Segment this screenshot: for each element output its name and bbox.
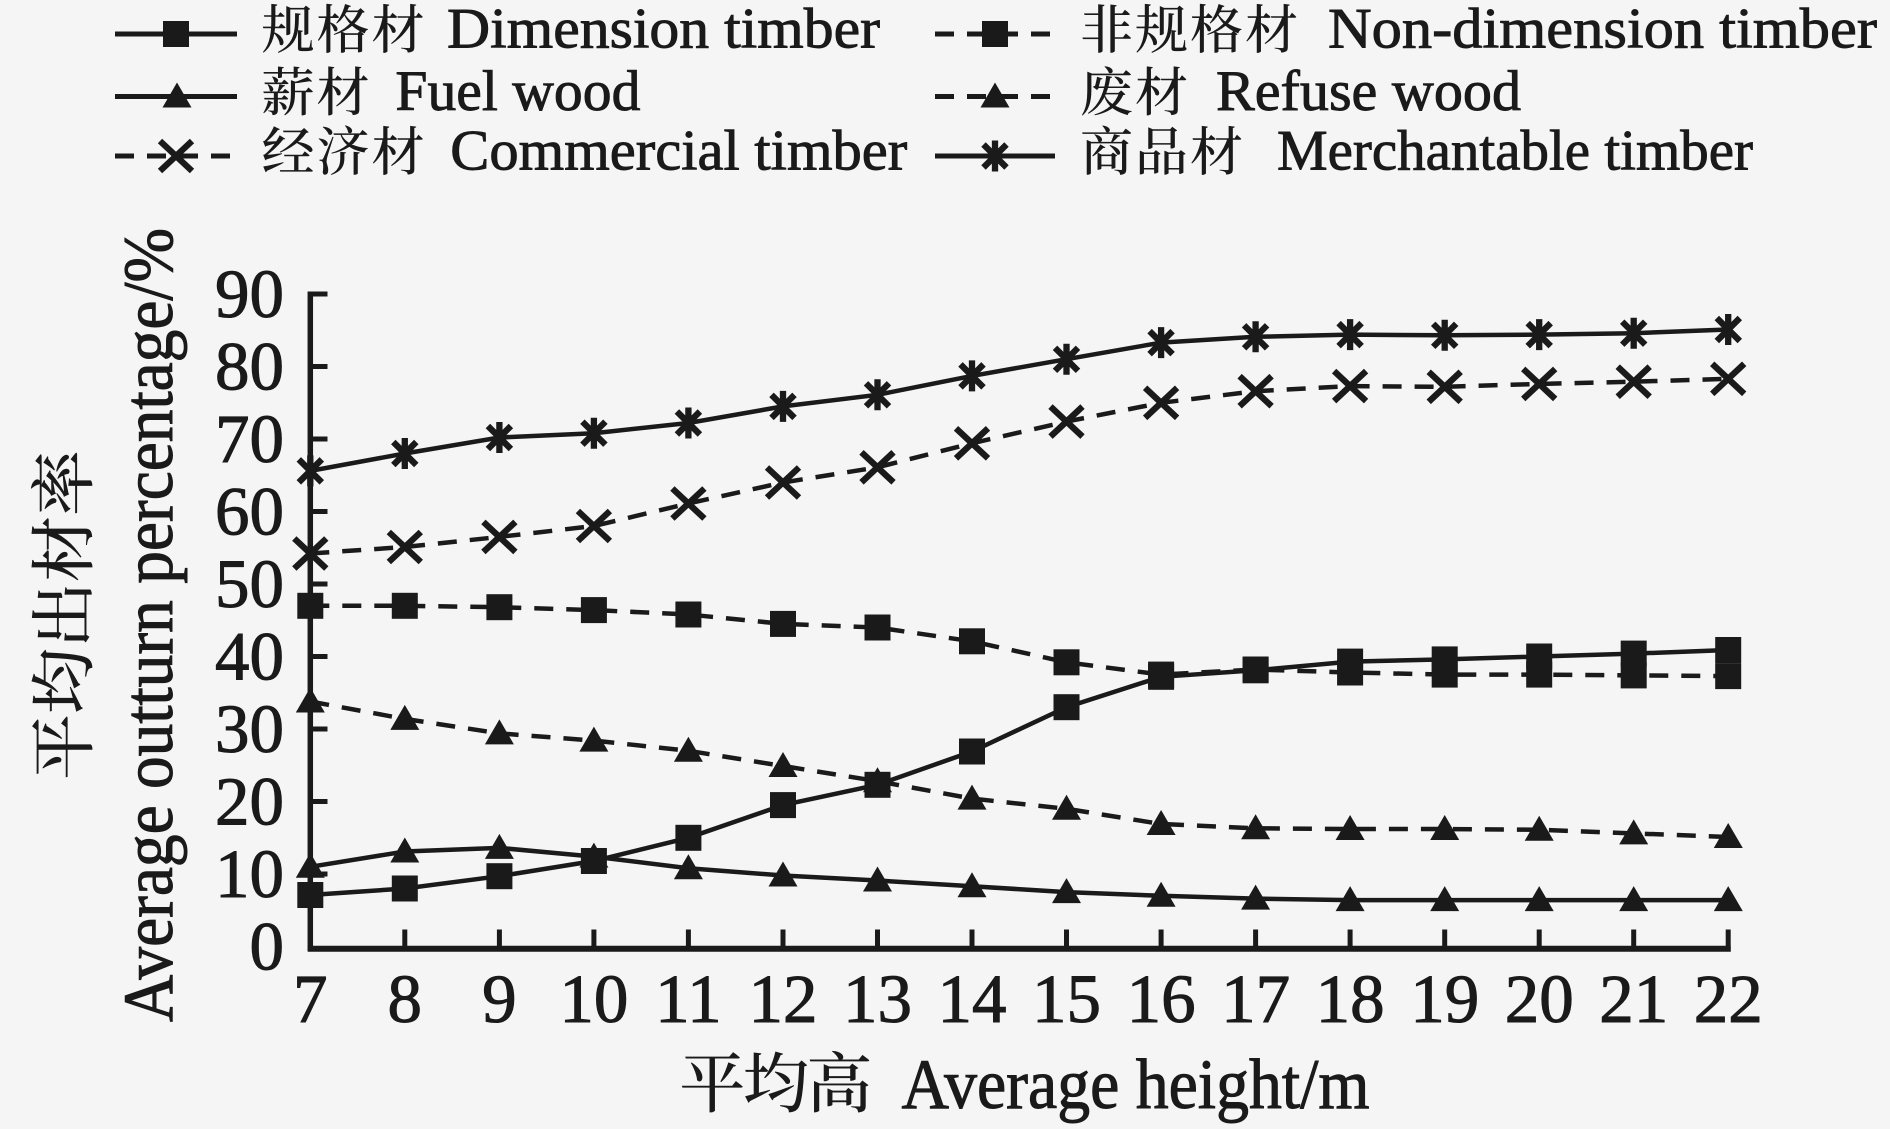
svg-text:14: 14 (938, 961, 1007, 1037)
svg-text:20: 20 (1505, 961, 1574, 1037)
svg-text:8: 8 (388, 961, 423, 1037)
svg-text:30: 30 (215, 691, 284, 767)
svg-text:20: 20 (215, 764, 284, 840)
svg-text:17: 17 (1221, 961, 1290, 1037)
svg-text:Non-dimension timber: Non-dimension timber (1328, 0, 1877, 61)
svg-text:0: 0 (250, 909, 285, 985)
svg-text:90: 90 (215, 256, 284, 332)
svg-text:50: 50 (215, 546, 284, 622)
svg-text:10: 10 (559, 961, 628, 1037)
svg-text:10: 10 (215, 836, 284, 912)
svg-text:16: 16 (1127, 961, 1196, 1037)
svg-text:Fuel wood: Fuel wood (395, 60, 640, 123)
svg-text:21: 21 (1599, 961, 1668, 1037)
svg-text:11: 11 (655, 961, 721, 1037)
svg-text:Average outturn percentage/%: Average outturn percentage/% (110, 228, 188, 1022)
svg-text:80: 80 (215, 329, 284, 405)
svg-text:19: 19 (1410, 961, 1479, 1037)
svg-text:13: 13 (843, 961, 912, 1037)
svg-text:7: 7 (293, 961, 328, 1037)
svg-text:18: 18 (1316, 961, 1385, 1037)
svg-text:70: 70 (215, 401, 284, 477)
svg-text:22: 22 (1694, 961, 1763, 1037)
svg-text:40: 40 (215, 619, 284, 695)
svg-text:Average height/m: Average height/m (902, 1046, 1370, 1124)
svg-text:Dimension timber: Dimension timber (447, 0, 880, 61)
svg-text:60: 60 (215, 474, 284, 550)
svg-text:12: 12 (749, 961, 818, 1037)
svg-text:Refuse wood: Refuse wood (1216, 60, 1521, 123)
svg-text:9: 9 (482, 961, 517, 1037)
svg-text:Merchantable timber: Merchantable timber (1277, 120, 1753, 183)
svg-text:Commercial timber: Commercial timber (450, 120, 907, 183)
svg-text:15: 15 (1032, 961, 1101, 1037)
